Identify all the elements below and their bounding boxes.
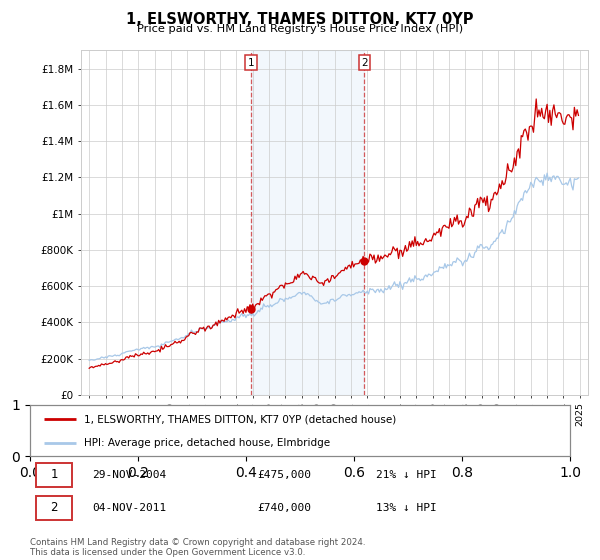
Text: 2: 2 — [50, 501, 58, 514]
Text: Contains HM Land Registry data © Crown copyright and database right 2024.
This d: Contains HM Land Registry data © Crown c… — [30, 538, 365, 557]
Text: 29-NOV-2004: 29-NOV-2004 — [92, 470, 166, 480]
Text: £740,000: £740,000 — [257, 503, 311, 513]
Text: HPI: Average price, detached house, Elmbridge: HPI: Average price, detached house, Elmb… — [84, 438, 330, 448]
Text: 1: 1 — [248, 58, 254, 68]
Bar — [251, 50, 364, 395]
Text: 21% ↓ HPI: 21% ↓ HPI — [376, 470, 436, 480]
Text: 1, ELSWORTHY, THAMES DITTON, KT7 0YP: 1, ELSWORTHY, THAMES DITTON, KT7 0YP — [126, 12, 474, 27]
Text: 1, ELSWORTHY, THAMES DITTON, KT7 0YP (detached house): 1, ELSWORTHY, THAMES DITTON, KT7 0YP (de… — [84, 414, 396, 424]
Text: 1: 1 — [50, 468, 58, 482]
Text: 13% ↓ HPI: 13% ↓ HPI — [376, 503, 436, 513]
FancyBboxPatch shape — [37, 463, 71, 487]
Text: £475,000: £475,000 — [257, 470, 311, 480]
Text: 04-NOV-2011: 04-NOV-2011 — [92, 503, 166, 513]
FancyBboxPatch shape — [37, 496, 71, 520]
Text: Price paid vs. HM Land Registry's House Price Index (HPI): Price paid vs. HM Land Registry's House … — [137, 24, 463, 34]
Text: 2: 2 — [361, 58, 368, 68]
